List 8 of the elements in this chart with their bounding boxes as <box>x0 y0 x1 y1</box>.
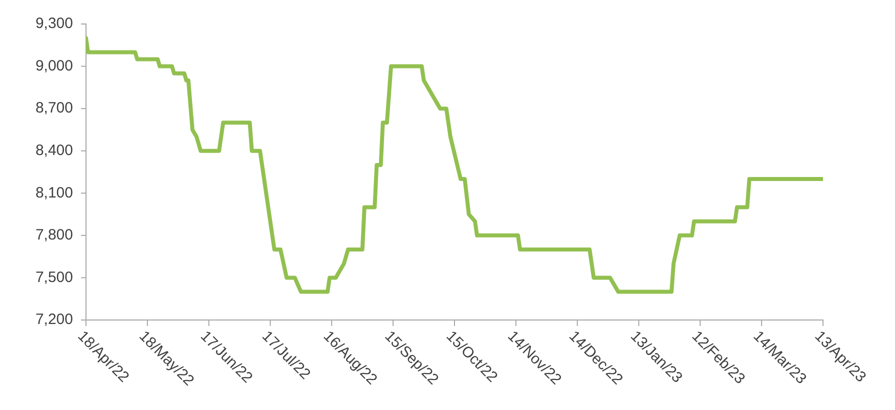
y-tick-label: 7,200 <box>35 311 73 328</box>
y-tick-label: 8,700 <box>35 100 73 117</box>
y-tick-label: 7,500 <box>35 268 73 286</box>
y-tick-label: 8,100 <box>35 184 73 202</box>
y-tick-label: 8,400 <box>35 142 73 159</box>
y-tick-label: 9,000 <box>35 57 73 74</box>
y-tick-label: 7,800 <box>35 226 73 244</box>
y-tick-label: 9,300 <box>35 15 73 32</box>
